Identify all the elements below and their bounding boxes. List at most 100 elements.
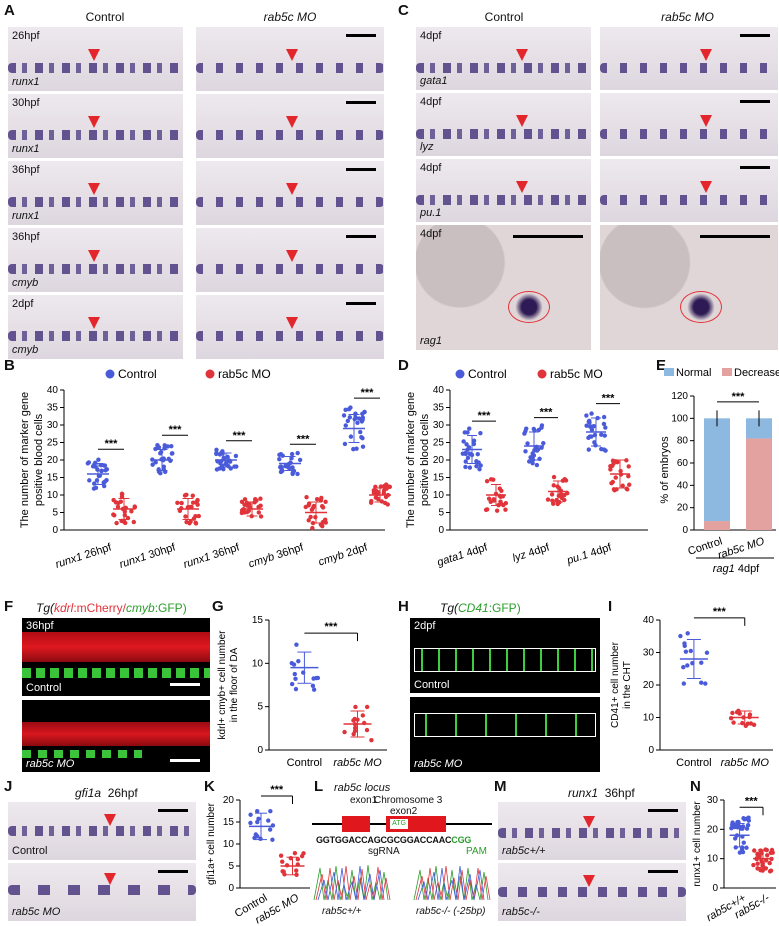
bar-decrease [704, 521, 730, 530]
y-axis-label: The number of marker gene [19, 392, 31, 528]
mutant-chromatogram [413, 865, 491, 901]
stage-label: 26hpf [12, 30, 40, 42]
significance-label: *** [602, 393, 616, 405]
legend-marker [455, 369, 465, 379]
data-point [703, 681, 708, 686]
significance-label: *** [361, 387, 375, 399]
data-point [463, 464, 468, 470]
data-point [471, 441, 477, 447]
data-point [466, 445, 472, 450]
data-point [121, 519, 127, 524]
data-point [530, 460, 535, 466]
data-point [258, 496, 263, 501]
panel-f-mo-label: rab5c MO [26, 758, 75, 770]
data-point [342, 729, 347, 735]
data-point [359, 419, 365, 424]
data-point [323, 517, 328, 522]
stage-label: 30hpf [12, 97, 40, 109]
data-point [119, 494, 125, 499]
data-point [586, 419, 592, 424]
panel-label-g: G [212, 598, 224, 615]
scale-bar [346, 34, 376, 37]
panel-label-b: B [4, 357, 15, 374]
data-point [491, 477, 496, 482]
legend-label: rab5c MO [550, 367, 603, 381]
red-arrowhead [286, 183, 298, 195]
y-tick-label: 0 [52, 525, 58, 536]
y-tick-label: 40 [433, 385, 445, 396]
data-point [364, 727, 370, 733]
panel-a-image-2-control: 36hpf runx1 [8, 161, 183, 225]
scale-bar [740, 34, 770, 37]
data-point [319, 504, 325, 509]
data-point [620, 483, 625, 488]
data-point [311, 687, 317, 692]
data-point [704, 650, 710, 655]
data-point [586, 447, 591, 452]
y-tick-label: 10 [707, 854, 719, 865]
panel-h-mo-image: rab5c MO [410, 697, 600, 772]
data-point [740, 720, 745, 726]
data-point [379, 499, 385, 504]
gene-label: runx1 [12, 143, 40, 155]
red-arrowhead [286, 116, 298, 128]
data-point [112, 513, 117, 518]
data-point [683, 649, 689, 654]
data-point [678, 633, 683, 639]
data-point [179, 500, 184, 506]
panel-c-image-2-control: 4dpf pu.1 [416, 159, 591, 222]
data-point [153, 460, 158, 465]
chromosome-label: Chromosome 3 [374, 795, 443, 806]
exon1-label: exon1 [350, 795, 378, 806]
data-point [587, 434, 593, 439]
data-point [460, 451, 466, 456]
y-tick-label: 20 [707, 824, 719, 835]
y-tick-label: 30 [47, 420, 59, 431]
data-point [297, 457, 303, 463]
stage-label: 4dpf [420, 96, 442, 108]
data-point [256, 816, 261, 822]
x-tick-label: runx1 36hpf [182, 541, 242, 571]
mutant-genotype-label: rab5c-/- (-25bp) [416, 906, 486, 917]
x-tick-label: pu.1 4dpf [565, 541, 614, 567]
y-tick-label: 15 [47, 473, 59, 484]
panel-a-image-3-control: 36hpf cmyb [8, 228, 183, 292]
y-tick-label: 10 [643, 713, 655, 724]
data-point [289, 681, 295, 687]
data-point [351, 446, 356, 452]
panel-label-e: E [656, 357, 667, 374]
legend-label: Decrease [734, 367, 779, 379]
data-point [214, 447, 219, 452]
data-point [551, 474, 557, 480]
data-point [242, 497, 248, 502]
scale-bar [170, 759, 200, 762]
y-tick-label: 5 [52, 508, 58, 519]
panel-m-title: runx1 36hpf [568, 786, 635, 800]
data-point [599, 446, 604, 452]
y-tick-label: 30 [433, 420, 445, 431]
legend-marker [537, 369, 547, 379]
y-tick-label: 80 [677, 436, 689, 447]
data-point [254, 808, 260, 814]
data-point [296, 659, 301, 664]
data-point [348, 434, 354, 439]
x-tick-label: cmyb 36hpf [247, 541, 306, 570]
data-point [129, 509, 134, 514]
data-point [306, 503, 311, 508]
data-point [177, 508, 183, 514]
data-point [308, 514, 313, 520]
data-point [624, 458, 629, 463]
x-tick-label: runx1 30hpf [118, 541, 178, 571]
data-point [111, 497, 116, 503]
y-axis-label: CD41+ cell number [610, 641, 621, 728]
y-axis-label: kdrl+ cmyb+ cell number [217, 630, 228, 740]
data-point [732, 836, 738, 841]
panel-h-control-image: 2dpf Control [410, 618, 600, 693]
data-point [758, 867, 763, 873]
data-point [114, 520, 119, 526]
y-tick-label: 5 [438, 508, 444, 519]
data-point [99, 468, 104, 473]
data-point [371, 488, 376, 493]
data-point [748, 721, 754, 726]
